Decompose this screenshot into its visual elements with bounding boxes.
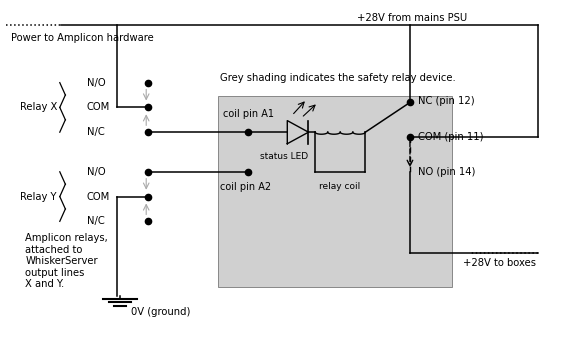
Text: status LED: status LED — [261, 152, 308, 161]
Text: 0V (ground): 0V (ground) — [131, 307, 191, 317]
Text: COM: COM — [86, 102, 110, 113]
Text: coil pin A2: coil pin A2 — [220, 182, 271, 192]
Text: +28V from mains PSU: +28V from mains PSU — [357, 13, 467, 23]
Text: Grey shading indicates the safety relay device.: Grey shading indicates the safety relay … — [220, 73, 456, 83]
Text: COM: COM — [86, 191, 110, 202]
Text: Relay Y: Relay Y — [19, 191, 56, 202]
Text: N/O: N/O — [86, 78, 105, 88]
Text: N/C: N/C — [86, 127, 104, 137]
FancyBboxPatch shape — [217, 96, 452, 287]
Text: COM (pin 11): COM (pin 11) — [418, 132, 484, 142]
Text: +28V to boxes: +28V to boxes — [463, 257, 536, 268]
Text: NC (pin 12): NC (pin 12) — [418, 96, 475, 106]
Text: Relay X: Relay X — [19, 102, 57, 113]
Text: relay coil: relay coil — [319, 182, 360, 191]
Text: Power to Amplicon hardware: Power to Amplicon hardware — [11, 33, 154, 43]
Text: NO (pin 14): NO (pin 14) — [418, 167, 476, 177]
Text: Amplicon relays,
attached to
WhiskerServer
output lines
X and Y.: Amplicon relays, attached to WhiskerServ… — [25, 233, 108, 289]
Text: N/C: N/C — [86, 216, 104, 226]
Text: N/O: N/O — [86, 167, 105, 177]
Text: coil pin A1: coil pin A1 — [223, 109, 274, 119]
